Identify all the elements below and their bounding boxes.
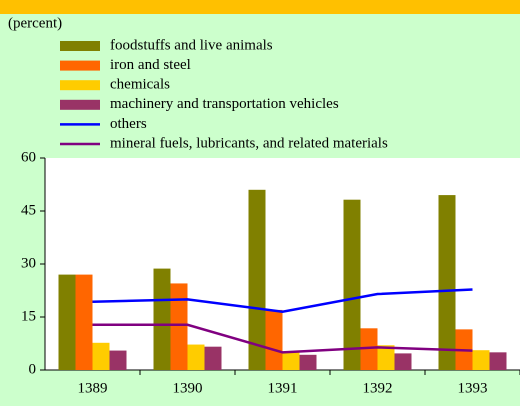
y-tick-label: 60 bbox=[21, 149, 36, 165]
x-tick-label: 1392 bbox=[363, 380, 393, 396]
bar bbox=[109, 350, 127, 370]
bar bbox=[394, 353, 412, 370]
x-tick-label: 1393 bbox=[458, 380, 488, 396]
bar bbox=[187, 344, 205, 370]
y-tick-label: 45 bbox=[21, 202, 36, 218]
legend-swatch bbox=[60, 80, 100, 91]
bar bbox=[282, 352, 300, 370]
bar bbox=[343, 199, 361, 370]
bar bbox=[75, 274, 93, 370]
legend-swatch bbox=[60, 41, 100, 51]
bar bbox=[248, 189, 266, 370]
bar bbox=[299, 354, 317, 370]
bar bbox=[170, 283, 188, 370]
legend-label: machinery and transportation vehicles bbox=[110, 96, 339, 112]
bar bbox=[489, 352, 507, 370]
x-tick-label: 1391 bbox=[268, 380, 298, 396]
bar bbox=[92, 342, 110, 370]
line bbox=[92, 323, 473, 354]
legend-label: foodstuffs and live animals bbox=[110, 37, 273, 53]
bar bbox=[438, 195, 456, 370]
legend-swatch bbox=[60, 99, 100, 110]
bar bbox=[58, 274, 76, 370]
x-tick-label: 1390 bbox=[173, 380, 203, 396]
bar bbox=[360, 328, 378, 370]
legend-label: others bbox=[110, 116, 147, 132]
bar bbox=[377, 345, 395, 370]
y-tick-label: 0 bbox=[29, 361, 37, 377]
top-band bbox=[0, 0, 520, 14]
subtitle: (percent) bbox=[8, 15, 62, 31]
bar bbox=[265, 309, 283, 370]
bar bbox=[472, 350, 490, 370]
legend-label: chemicals bbox=[110, 77, 170, 93]
bar bbox=[153, 268, 171, 370]
y-tick-label: 30 bbox=[21, 255, 36, 271]
y-tick-label: 15 bbox=[21, 308, 36, 324]
line bbox=[92, 288, 473, 313]
legend-label: mineral fuels, lubricants, and related m… bbox=[110, 135, 388, 151]
legend-label: iron and steel bbox=[110, 57, 191, 73]
legend-swatch bbox=[60, 60, 100, 71]
bar bbox=[204, 346, 222, 370]
x-tick-label: 1389 bbox=[78, 380, 108, 396]
